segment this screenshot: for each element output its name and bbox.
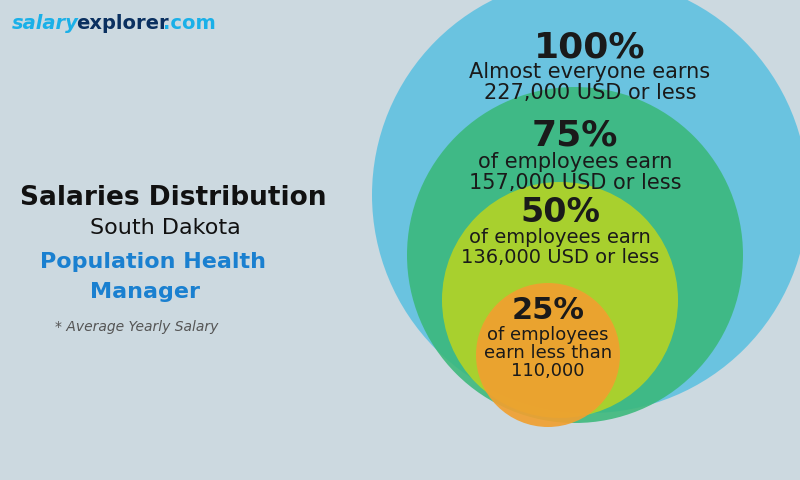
Text: Manager: Manager [90,282,200,302]
Text: Almost everyone earns: Almost everyone earns [470,62,710,82]
Text: explorer: explorer [76,14,169,33]
Text: 227,000 USD or less: 227,000 USD or less [484,83,696,103]
Text: 157,000 USD or less: 157,000 USD or less [469,173,682,193]
Text: 25%: 25% [511,296,585,325]
Text: of employees earn: of employees earn [478,152,672,172]
Text: 75%: 75% [532,118,618,152]
Text: 136,000 USD or less: 136,000 USD or less [461,248,659,267]
Text: of employees earn: of employees earn [469,228,651,247]
Text: South Dakota: South Dakota [90,218,241,238]
Text: 100%: 100% [534,30,646,64]
Text: Salaries Distribution: Salaries Distribution [20,185,326,211]
Circle shape [476,283,620,427]
Circle shape [372,0,800,413]
Text: earn less than: earn less than [484,344,612,362]
Text: .com: .com [163,14,216,33]
Text: 50%: 50% [520,196,600,229]
Circle shape [407,87,743,423]
Text: 110,000: 110,000 [511,362,585,380]
Circle shape [442,182,678,418]
Text: salary: salary [12,14,79,33]
Text: of employees: of employees [487,326,609,344]
Text: Population Health: Population Health [40,252,266,272]
Text: * Average Yearly Salary: * Average Yearly Salary [55,320,218,334]
